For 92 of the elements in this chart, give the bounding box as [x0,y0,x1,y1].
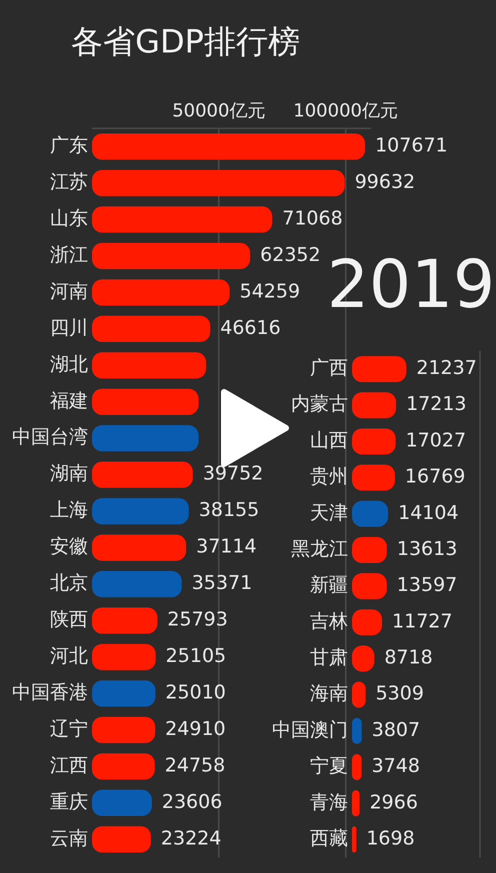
bar [92,607,158,634]
y-tick-label: 山西 [310,429,348,452]
data-label: 13613 [396,538,458,560]
y-tick-label: 陕西 [50,608,88,631]
data-label: 17213 [406,393,467,416]
bar [92,790,152,816]
data-label: 5309 [376,682,424,705]
x-tick-label: 50000亿元 [172,100,266,122]
bar [92,826,151,852]
data-label: 71068 [282,207,343,230]
data-label: 37114 [196,536,257,558]
y-tick-label: 天津 [310,502,348,524]
y-tick-label: 河南 [50,280,88,302]
y-tick-label: 宁夏 [310,755,348,778]
bar [92,316,210,342]
bar [92,425,199,452]
bar [92,242,250,270]
chart-title: 各省GDP排行榜 [71,22,300,61]
data-label: 38155 [198,499,260,522]
y-tick-label: 福建 [50,390,88,412]
y-tick-label: 中国澳门 [272,718,348,741]
data-label: 107671 [375,134,448,157]
bar [352,790,360,816]
y-tick-label: 广东 [50,134,88,157]
data-label: 25010 [165,681,226,704]
data-label: 99632 [354,171,416,194]
y-tick-label: 山东 [50,207,88,230]
bar [92,716,156,744]
data-label: 17027 [406,429,466,452]
y-tick-label: 上海 [50,499,88,522]
bar [92,498,189,524]
y-tick-label: 重庆 [50,790,88,813]
data-label: 13597 [396,574,458,596]
y-tick-label: 云南 [50,827,88,850]
data-label: 23224 [160,827,222,850]
y-tick-label: 中国香港 [12,681,88,704]
y-tick-label: 湖北 [50,353,88,376]
y-tick-label: 甘肃 [310,646,348,669]
data-label: 25793 [167,608,228,631]
y-tick-label: 中国台湾 [12,426,88,448]
y-tick-label: 江苏 [50,171,88,194]
data-label: 3748 [372,755,420,778]
bar [92,644,156,670]
bar [92,571,182,598]
y-tick-label: 浙江 [50,244,88,266]
bar [92,279,230,306]
data-label: 1698 [366,827,415,850]
bar [92,534,186,561]
annotation: 2019 [327,246,495,324]
bar [92,170,345,196]
data-label: 16769 [404,466,466,488]
bar [92,206,272,233]
y-tick-label: 贵州 [310,466,348,488]
bar [92,753,155,780]
data-label: 24758 [164,754,226,776]
y-tick-label: 青海 [310,791,348,814]
y-tick-label: 黑龙江 [291,538,348,560]
data-label: 14104 [398,502,459,524]
y-tick-label: 海南 [310,682,348,705]
bar [92,388,199,415]
bar [352,826,356,853]
data-label: 39752 [202,462,264,485]
bar [92,680,156,707]
data-label: 23606 [162,790,222,813]
y-tick-label: 北京 [50,572,88,594]
y-tick-label: 河北 [50,645,88,668]
data-label: 3807 [372,718,420,741]
data-label: 2966 [370,791,418,814]
y-tick-label: 西藏 [310,827,348,850]
data-label: 21237 [416,357,477,380]
y-tick-label: 内蒙古 [291,393,348,416]
y-tick-label: 江西 [50,754,88,776]
data-label: 24910 [165,718,226,740]
y-tick-label: 新疆 [310,574,348,596]
data-label: 8718 [384,646,433,669]
data-label: 11727 [392,610,452,632]
data-label: 25105 [166,645,226,668]
x-tick-label: 100000亿元 [293,100,398,122]
y-tick-label: 湖南 [50,462,88,485]
y-tick-label: 安徽 [50,536,88,558]
y-tick-label: 吉林 [310,610,348,632]
bar [92,134,366,160]
bar [92,462,193,488]
y-tick-label: 四川 [50,316,88,339]
bar [352,356,406,382]
data-label: 62352 [260,244,321,266]
data-label: 54259 [240,280,300,302]
y-tick-label: 广西 [310,357,348,380]
y-tick-label: 辽宁 [50,718,88,740]
bar [92,352,206,379]
data-label: 35371 [192,572,252,594]
data-label: 46616 [220,316,281,339]
